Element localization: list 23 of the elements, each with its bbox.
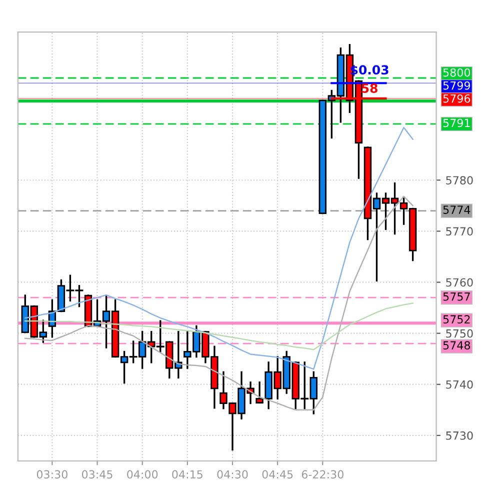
candlestick bbox=[256, 381, 264, 404]
ref-line-label: 5757 bbox=[443, 292, 470, 301]
y-tick-label: 5750 bbox=[446, 329, 473, 338]
ref-line-label: 5791 bbox=[443, 118, 470, 128]
ref-line-label: 5748 bbox=[443, 341, 470, 350]
x-tick-label: 6-22:30 bbox=[302, 470, 344, 479]
x-tick-label: 04:00 bbox=[127, 470, 158, 479]
y-tick-label: 5730 bbox=[446, 431, 473, 440]
ref-line-label: 5799 bbox=[443, 81, 470, 90]
y-tick-label: 5780 bbox=[446, 176, 473, 184]
x-tick-label: 03:45 bbox=[82, 470, 112, 479]
x-tick-label: 04:45 bbox=[262, 470, 293, 479]
ref-line-label: 5774 bbox=[443, 206, 470, 214]
x-tick-label: 04:15 bbox=[172, 470, 202, 479]
x-tick-label: 04:30 bbox=[217, 470, 248, 479]
y-tick-label: 5740 bbox=[446, 380, 473, 389]
ref-line-label: 5800 bbox=[443, 68, 470, 77]
line-series bbox=[24, 196, 414, 411]
y-tick-label: 5760 bbox=[446, 278, 473, 287]
ref-line-label: 5752 bbox=[443, 315, 470, 324]
ref-line-label: 5796 bbox=[443, 94, 470, 103]
x-tick-label: 03:30 bbox=[36, 470, 68, 479]
y-tick-label: 5770 bbox=[446, 227, 473, 236]
